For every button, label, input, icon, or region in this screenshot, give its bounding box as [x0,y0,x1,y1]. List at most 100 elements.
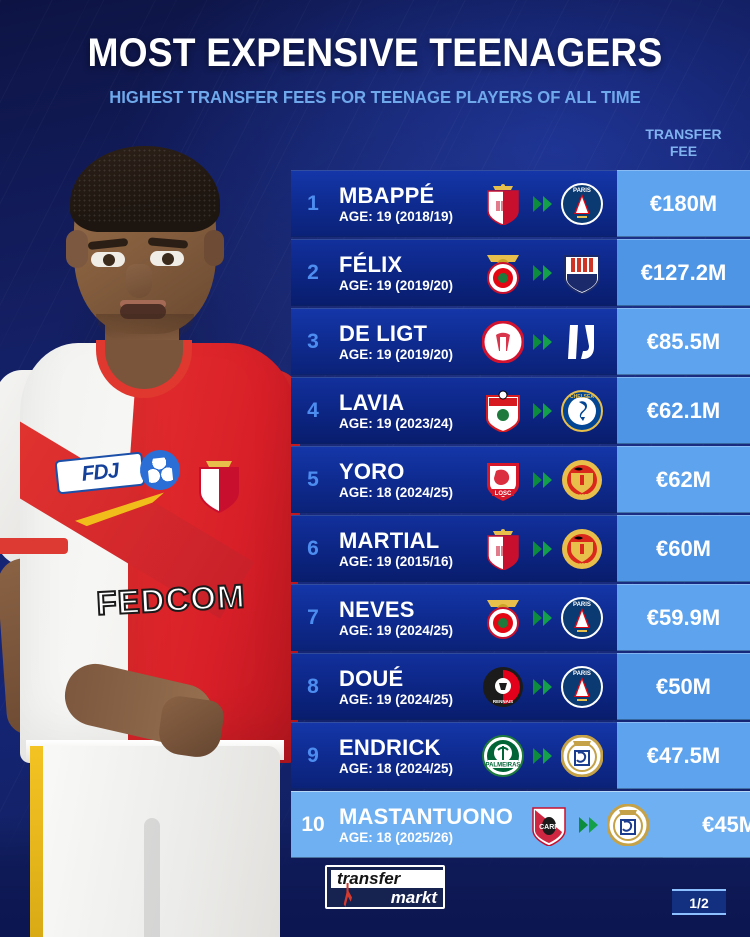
shorts-yellow-stripe [30,746,43,937]
row-player-name: LAVIA [339,389,405,415]
row-transfer-fee: €180M [617,170,750,237]
crest-losc-lille-icon: LOSC [486,462,519,501]
row-player-age-season: AGE: 19 (2024/25) [339,691,454,707]
page-subtitle: HIGHEST TRANSFER FEES FOR TEENAGE PLAYER… [109,87,641,107]
player-mouth [120,304,166,319]
crest-ajax-icon [481,320,524,363]
club-crest-from [482,252,524,294]
row-main: 6 MARTIAL AGE: 19 (2015/16) UNITED [291,515,617,582]
transfermarkt-logo[interactable]: transfer markt [325,865,445,909]
column-header-line1: TRANSFER [645,126,722,142]
crest-palmeiras-icon: PALMEIRAS [481,734,524,777]
row-player-name: NEVES [339,596,415,622]
row-player-name: FÉLIX [339,251,403,277]
crest-benfica-icon [486,254,519,294]
player-right-ear [204,230,224,266]
row-rank: 7 [307,605,319,629]
row-main: 3 DE LIGT AGE: 19 (2019/20) [291,308,617,375]
svg-text:CARP: CARP [539,824,559,831]
jersey-sleeve-cuff [0,538,68,554]
row-player-age-season: AGE: 18 (2024/25) [339,760,454,776]
row-main: 9 ENDRICK AGE: 18 (2024/25) PALMEIRAS [291,722,617,789]
row-main: 1 MBAPPÉ AGE: 19 (2018/19) PARIS [291,170,617,237]
crest-southampton-icon [485,390,520,433]
ranking-table: 1 MBAPPÉ AGE: 19 (2018/19) PARIS €180M 2 FÉL… [291,170,750,860]
row-rank: 1 [307,191,319,215]
row-player-name: MASTANTUONO [339,803,514,829]
club-crest-to: PARIS [560,182,603,225]
svg-text:PARIS: PARIS [573,602,591,608]
row-player-info: NEVES AGE: 19 (2024/25) [335,597,467,639]
player-hair [70,146,220,232]
table-row[interactable]: 9 ENDRICK AGE: 18 (2024/25) PALMEIRAS €47.… [291,722,750,789]
row-player-info: DOUÉ AGE: 19 (2024/25) [335,666,467,708]
table-row[interactable]: 3 DE LIGT AGE: 19 (2019/20) €85.5M [291,308,750,375]
monaco-crest-kit-icon [199,461,239,514]
crest-stade-rennais-icon: RENNAIS [482,666,523,707]
row-player-age-season: AGE: 18 (2025/26) [339,829,454,845]
row-player-info: MASTANTUONO AGE: 18 (2025/26) [335,804,513,846]
row-player-info: DE LIGT AGE: 19 (2019/20) [335,321,467,363]
transfer-arrow-icon [532,609,552,626]
transfer-arrow-icon [532,747,552,764]
club-crest-to: PARIS [560,596,603,639]
club-crest-to: UNITED [561,528,603,570]
row-player-age-season: AGE: 19 (2024/25) [339,622,454,638]
crest-paris-saint-germain-icon: PARIS [560,665,603,708]
row-transfer-fee: €47.5M [617,722,750,789]
table-row[interactable]: 8 DOUÉ AGE: 19 (2024/25) RENNAIS PARIS €50… [291,653,750,720]
row-player-age-season: AGE: 18 (2024/25) [339,484,454,500]
club-crest-from: RENNAIS [482,666,524,708]
row-player-info: ENDRICK AGE: 18 (2024/25) [335,735,467,777]
club-crest-from [482,528,524,571]
row-transfer-fee: €85.5M [617,308,750,375]
player-left-eye [91,252,125,267]
crest-real-madrid-icon [560,734,603,777]
row-player-name: MARTIAL [339,527,440,553]
row-transfer-fee: €45M [663,791,750,858]
row-transfer-fee: €59.9M [617,584,750,651]
row-club-transfer: CARP [513,803,663,847]
table-row[interactable]: 2 FÉLIX AGE: 19 (2019/20) €127.2M [291,239,750,306]
column-header-line2: FEE [669,143,698,159]
row-player-age-season: AGE: 19 (2019/20) [339,346,454,362]
crest-benfica-icon [486,599,519,639]
row-club-transfer: CHELSEA [467,389,617,433]
row-club-transfer [467,320,617,363]
table-row[interactable]: 4 LAVIA AGE: 19 (2023/24) CHELSEA €62.1M [291,377,750,444]
crest-real-madrid-icon [606,803,650,846]
crest-chelsea-icon: CHELSEA [560,389,603,432]
row-player-info: MARTIAL AGE: 19 (2015/16) [335,528,467,570]
row-main: 8 DOUÉ AGE: 19 (2024/25) RENNAIS PARIS [291,653,617,720]
player-photo: FDJ FEDCOM 33 2 3 [0,118,300,937]
transfermarkt-logo-bottom: markt [390,888,437,907]
table-row[interactable]: 10 MASTANTUONO AGE: 18 (2025/26) CARP €45M [291,791,750,858]
table-row[interactable]: 7 NEVES AGE: 19 (2024/25) PARIS €59.9M [291,584,750,651]
row-main: 7 NEVES AGE: 19 (2024/25) PARIS [291,584,617,651]
transfer-arrow-icon [532,333,552,350]
transfer-arrow-icon [578,816,598,833]
svg-text:PARIS: PARIS [573,188,591,194]
row-rank: 10 [301,812,325,836]
table-row[interactable]: 5 YORO AGE: 18 (2024/25) LOSC UNITED €62M [291,446,750,513]
club-crest-to [561,252,603,295]
table-row[interactable]: 6 MARTIAL AGE: 19 (2015/16) UNITED €60M [291,515,750,582]
svg-text:UNITED: UNITED [572,563,591,569]
row-player-name: MBAPPÉ [339,182,435,208]
player-jaw-shadow [96,314,194,340]
row-club-transfer [467,252,617,295]
player-shorts [30,746,280,937]
row-transfer-fee: €62.1M [617,377,750,444]
club-crest-to [560,734,603,777]
club-crest-from [482,390,524,433]
row-main: 5 YORO AGE: 18 (2024/25) LOSC UNITED [291,446,617,513]
row-club-transfer: UNITED [467,528,617,571]
row-transfer-fee: €62M [617,446,750,513]
player-left-ear [66,230,88,268]
row-rank: 8 [307,674,319,698]
transfermarkt-logo-top: transfer [331,870,443,888]
table-row[interactable]: 1 MBAPPÉ AGE: 19 (2018/19) PARIS €180M [291,170,750,237]
row-player-name: DOUÉ [339,665,404,691]
transfer-arrow-icon [532,471,552,488]
club-crest-from: LOSC [482,459,524,501]
